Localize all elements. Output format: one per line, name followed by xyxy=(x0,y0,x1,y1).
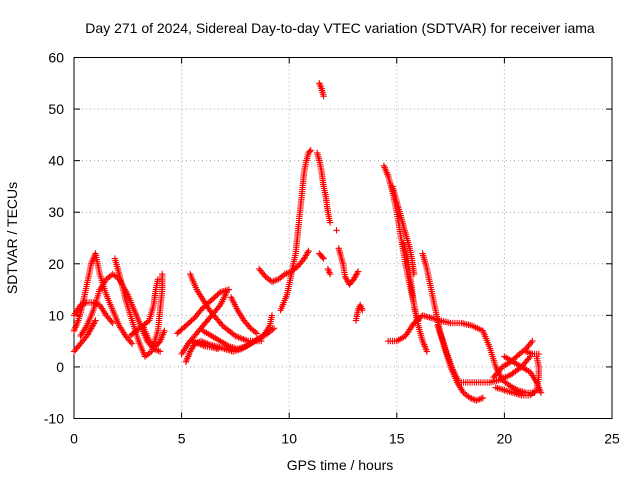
data-point xyxy=(154,276,162,283)
data-point xyxy=(479,394,487,402)
data-point xyxy=(529,337,536,345)
x-tick-label: 10 xyxy=(281,431,297,447)
x-tick-label: 0 xyxy=(70,431,78,447)
data-point xyxy=(215,345,222,353)
series-track-22 xyxy=(335,245,362,288)
series-track-33 xyxy=(522,348,542,358)
data-point xyxy=(305,247,312,255)
data-point xyxy=(92,317,99,324)
data-point xyxy=(359,307,366,314)
data-point xyxy=(525,354,533,362)
y-tick-label: 10 xyxy=(48,307,64,323)
y-tick-label: 0 xyxy=(56,359,64,375)
data-point xyxy=(319,254,326,261)
data-point xyxy=(253,330,261,337)
data-point xyxy=(270,325,278,332)
y-axis-title: SDTVAR / TECUs xyxy=(4,182,20,294)
x-tick-label: 25 xyxy=(604,431,620,447)
data-point xyxy=(537,389,545,396)
series-track-32 xyxy=(501,353,545,396)
data-point xyxy=(307,147,314,154)
data-point xyxy=(159,270,166,278)
data-point xyxy=(198,305,206,313)
series-track-29 xyxy=(434,322,487,404)
chart-title: Day 271 of 2024, Sidereal Day-to-day VTE… xyxy=(85,20,595,36)
y-tick-label: -10 xyxy=(44,411,64,427)
data-point xyxy=(268,312,276,319)
x-tick-label: 5 xyxy=(178,431,186,447)
data-point xyxy=(423,348,431,355)
series-track-02 xyxy=(70,299,116,327)
y-tick-label: 50 xyxy=(48,101,64,117)
series-track-14 xyxy=(227,294,261,337)
data-point xyxy=(215,303,223,310)
series-track-05 xyxy=(111,255,166,360)
axes-layer: 0 5 10 15 20 25 -10 0 10 20 30 40 50 60 xyxy=(44,50,620,447)
series-track-17 xyxy=(316,80,327,100)
data-point xyxy=(320,93,327,100)
series-track-12 xyxy=(189,337,222,353)
series-track-13 xyxy=(199,312,276,353)
series-track-25 xyxy=(389,183,418,278)
series-track-23 xyxy=(352,301,366,324)
data-point xyxy=(326,219,334,226)
series-track-19 xyxy=(316,250,327,262)
x-tick-label: 15 xyxy=(389,431,405,447)
x-axis-title: GPS time / hours xyxy=(287,457,394,473)
data-point xyxy=(320,255,327,262)
series-track-20 xyxy=(324,265,334,278)
data-point xyxy=(326,270,334,278)
y-tick-label: 60 xyxy=(48,50,64,66)
series-track-21 xyxy=(333,227,340,234)
data-point xyxy=(304,249,311,256)
y-tick-label: 20 xyxy=(48,256,64,272)
series-track-27 xyxy=(385,312,538,396)
data-point xyxy=(128,340,136,347)
data-point xyxy=(109,319,116,327)
series-track-26 xyxy=(400,240,422,324)
data-point xyxy=(535,350,542,358)
series-track-03 xyxy=(70,317,99,355)
series-track-01 xyxy=(70,250,136,347)
data-point xyxy=(306,148,313,155)
series-track-16 xyxy=(277,147,314,314)
data-point xyxy=(223,288,230,296)
plot-frame xyxy=(73,57,613,419)
data-point xyxy=(127,339,134,346)
y-tick-label: 30 xyxy=(48,204,64,220)
series-track-18 xyxy=(314,149,334,226)
series-track-11 xyxy=(187,270,265,345)
data-point xyxy=(333,227,340,234)
x-tick-label: 20 xyxy=(497,431,513,447)
data-point xyxy=(354,268,362,275)
series-track-28 xyxy=(419,250,534,386)
data-point xyxy=(161,327,168,334)
data-point xyxy=(156,348,164,355)
y-tick-label: 40 xyxy=(48,153,64,169)
data-points-layer xyxy=(70,80,545,404)
series-track-07 xyxy=(139,322,168,350)
